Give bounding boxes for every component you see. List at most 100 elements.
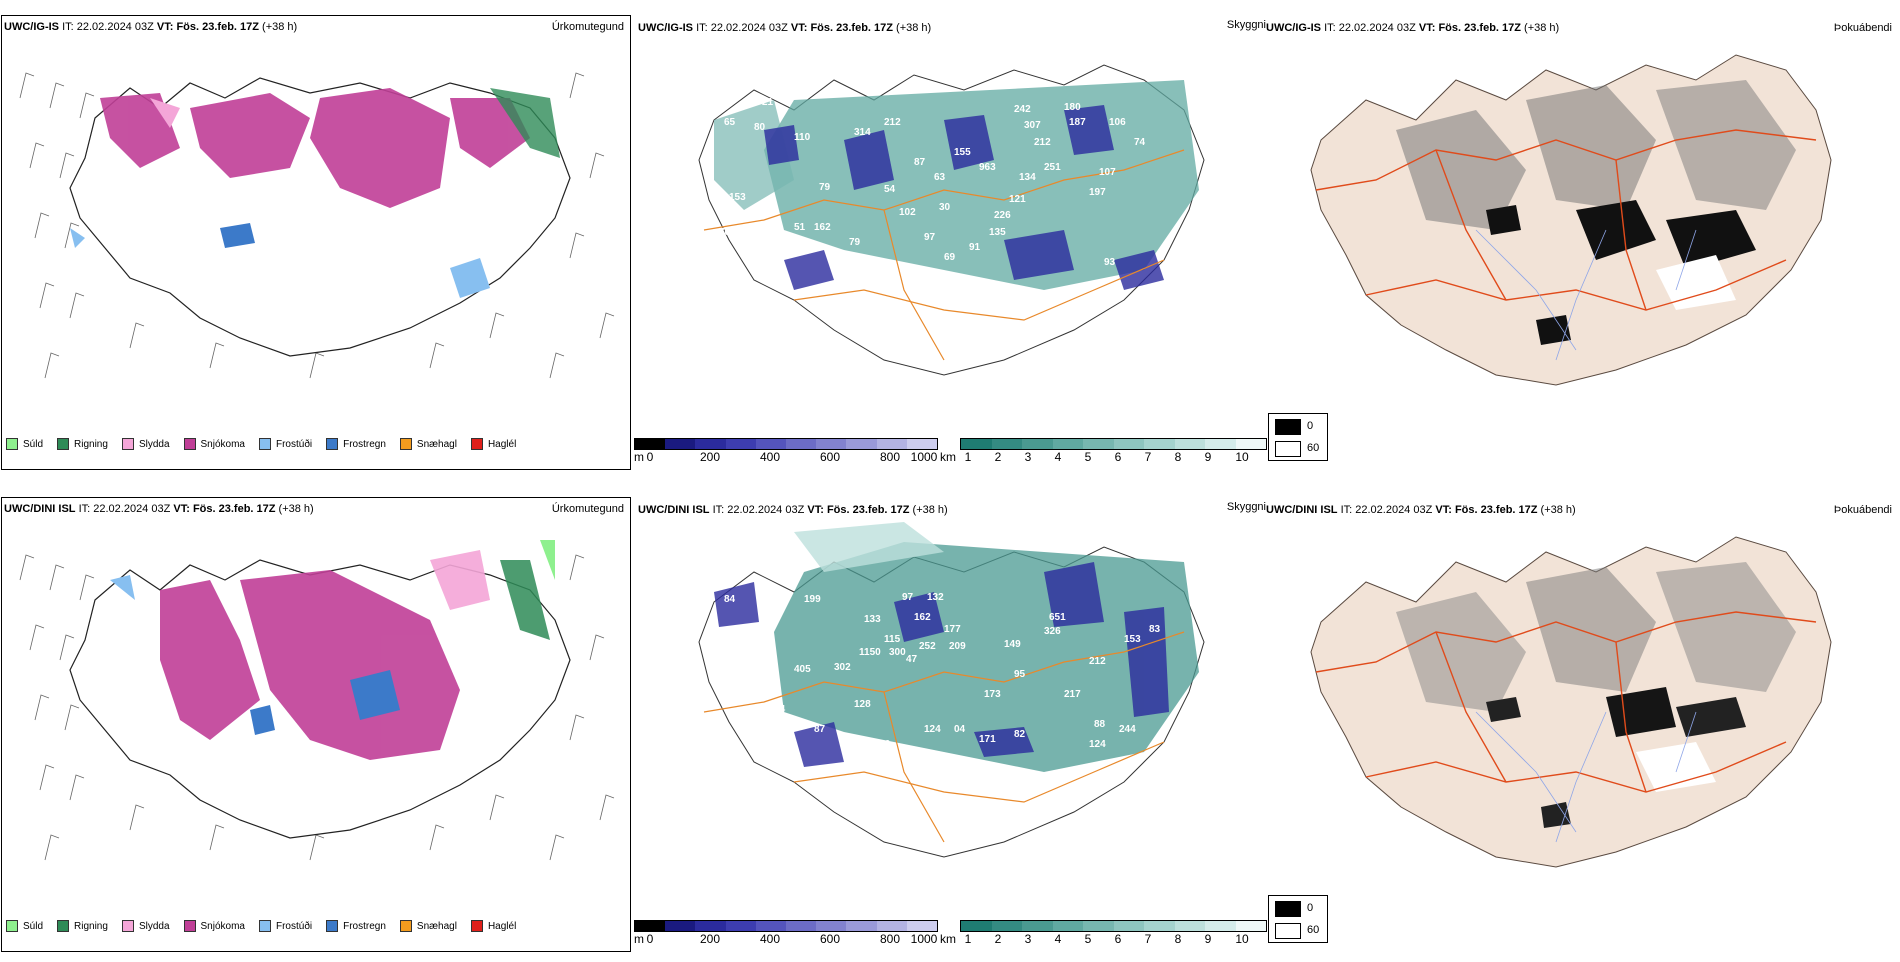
svg-text:177: 177 xyxy=(944,624,961,635)
fog-label-60: 60 xyxy=(1307,924,1320,936)
it-label: IT: xyxy=(696,22,708,34)
svg-text:79: 79 xyxy=(819,182,831,193)
vt-label: VT: xyxy=(173,503,190,515)
run-header: UWC/DINI ISL IT: 22.02.2024 03Z VT: Fös.… xyxy=(638,504,948,516)
tick-label: 10 xyxy=(1235,932,1249,946)
svg-text:242: 242 xyxy=(1014,104,1031,115)
tick-label: 200 xyxy=(699,450,721,464)
fog-swatch-white xyxy=(1275,441,1301,457)
svg-text:54: 54 xyxy=(884,184,896,195)
run-header: UWC/IG-IS IT: 22.02.2024 03Z VT: Fös. 23… xyxy=(4,21,297,33)
svg-text:21: 21 xyxy=(762,97,774,108)
road-network xyxy=(703,631,1185,843)
fog-label-0: 0 xyxy=(1307,420,1314,432)
precip-type-map xyxy=(19,72,615,379)
tick-label: 600 xyxy=(819,450,841,464)
fog-shading xyxy=(1396,562,1796,828)
road-network xyxy=(1315,129,1817,311)
model-name: UWC/IG-IS xyxy=(638,22,693,34)
svg-text:51: 51 xyxy=(794,222,806,233)
svg-text:84: 84 xyxy=(724,594,736,605)
svg-text:120: 120 xyxy=(899,372,916,383)
svg-text:70: 70 xyxy=(719,227,731,238)
svg-text:212: 212 xyxy=(884,117,901,128)
forecast-row-bottom: UWC/DINI ISL IT: 22.02.2024 03Z VT: Fös.… xyxy=(0,492,1900,962)
precip-type-map xyxy=(19,540,615,861)
panel-title: Þokuábendi xyxy=(1833,504,1892,516)
visibility-colorbar xyxy=(960,438,1267,450)
vt-value: Fös. 23.feb. 17Z xyxy=(1438,22,1521,34)
run-header: UWC/DINI ISL IT: 22.02.2024 03Z VT: Fös.… xyxy=(4,503,314,515)
tick-label: 3 xyxy=(1024,450,1032,464)
svg-text:212: 212 xyxy=(1089,656,1106,667)
svg-text:124: 124 xyxy=(924,724,941,735)
tick-label: 5 xyxy=(1084,932,1092,946)
tick-label: 800 xyxy=(879,450,901,464)
svg-text:1150: 1150 xyxy=(859,647,881,658)
it-value: 22.02.2024 03Z xyxy=(1338,22,1416,34)
it-label: IT: xyxy=(712,504,725,516)
tick-label: 9 xyxy=(1204,932,1212,946)
visibility-map: 105 21 65 80 110 314 212 242 180 187 307 106 212… xyxy=(698,64,1205,383)
vt-value: Fös. 23.feb. 17Z xyxy=(192,503,276,515)
other-precip-areas xyxy=(70,88,560,298)
vt-value: Fös. 23.feb. 17Z xyxy=(826,504,910,516)
svg-text:102: 102 xyxy=(899,207,916,218)
svg-text:87: 87 xyxy=(884,262,896,273)
svg-text:97: 97 xyxy=(902,592,914,603)
it-value: 22.02.2024 03Z xyxy=(727,504,805,516)
cloud-base-unit: m xyxy=(634,932,644,946)
legend-item-snaehagl: Snæhagl xyxy=(399,438,457,450)
svg-text:226: 226 xyxy=(994,210,1011,221)
road-network xyxy=(1315,611,1817,793)
svg-text:326: 326 xyxy=(1044,626,1061,637)
svg-text:96: 96 xyxy=(744,232,756,243)
svg-text:153: 153 xyxy=(729,192,746,203)
svg-text:114: 114 xyxy=(769,704,786,715)
svg-text:100: 100 xyxy=(724,559,741,570)
svg-text:62: 62 xyxy=(829,257,841,268)
tick-label: 1000 xyxy=(910,932,938,946)
lead-time: (+38 h) xyxy=(262,21,298,33)
svg-text:162: 162 xyxy=(914,612,931,623)
svg-text:47: 47 xyxy=(906,654,918,665)
tick-label: 400 xyxy=(759,450,781,464)
svg-text:171: 171 xyxy=(979,734,996,745)
tick-label: 200 xyxy=(699,932,721,946)
svg-text:405: 405 xyxy=(794,664,811,675)
svg-text:88: 88 xyxy=(1094,719,1106,730)
vt-value: Fös. 23.feb. 17Z xyxy=(1454,504,1538,516)
panel-title: Úrkomutegund xyxy=(551,503,624,515)
tick-label: 1 xyxy=(964,450,972,464)
svg-text:04: 04 xyxy=(954,724,966,735)
svg-text:244: 244 xyxy=(1119,724,1136,735)
precip-type-panel: UWC/IG-IS IT: 22.02.2024 03Z VT: Fös. 23… xyxy=(0,10,634,470)
svg-text:105: 105 xyxy=(744,97,761,108)
visibility-unit: km xyxy=(940,932,956,946)
panel-title: Úrkomutegund xyxy=(551,21,624,33)
vt-label: VT: xyxy=(807,504,824,516)
svg-text:199: 199 xyxy=(804,594,821,605)
panel-frame xyxy=(1,15,631,470)
fog-map xyxy=(1310,54,1832,386)
svg-text:80: 80 xyxy=(754,122,766,133)
cloud-base-value-labels: 100 84 199 133 97 132 162 115 177 1150 300 252 4… xyxy=(724,559,1161,750)
tick-label: 6 xyxy=(1114,450,1122,464)
other-precip-areas xyxy=(110,540,555,735)
svg-text:83: 83 xyxy=(1149,624,1161,635)
rivers xyxy=(1475,229,1697,361)
it-value: 22.02.2024 03Z xyxy=(1355,504,1433,516)
fog-label-0: 0 xyxy=(1307,902,1314,914)
tick-label: 0 xyxy=(646,932,654,946)
svg-text:107: 107 xyxy=(1099,167,1116,178)
svg-text:180: 180 xyxy=(1064,102,1081,113)
panel-title: Skyggni xyxy=(1226,501,1266,513)
visibility-unit: km xyxy=(940,450,956,464)
vt-value: Fös. 23.feb. 17Z xyxy=(176,21,259,33)
precip-type-panel: UWC/DINI ISL IT: 22.02.2024 03Z VT: Fös.… xyxy=(0,492,634,952)
legend-item-frostregn: Frostregn xyxy=(326,920,386,932)
vt-value: Fös. 23.feb. 17Z xyxy=(810,22,893,34)
tick-label: 9 xyxy=(1204,450,1212,464)
tick-label: 8 xyxy=(1174,450,1182,464)
cloud-base-unit: m xyxy=(634,450,644,464)
